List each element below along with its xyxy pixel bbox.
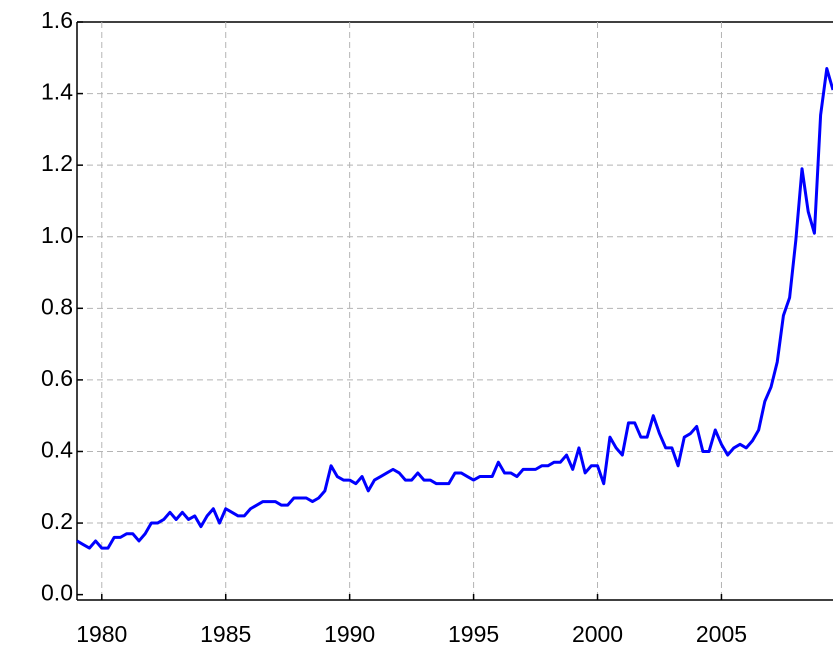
y-tick-label: 0.6 <box>41 365 73 391</box>
y-tick-label: 0.8 <box>41 293 73 319</box>
y-tick-label: 1.6 <box>41 7 73 33</box>
y-tick-label: 1.2 <box>41 150 73 176</box>
x-tick-label: 1995 <box>448 621 499 647</box>
y-tick-label: 1.4 <box>41 79 73 105</box>
x-tick-label: 2005 <box>696 621 747 647</box>
x-tick-label: 1980 <box>76 621 127 647</box>
x-tick-label: 1990 <box>324 621 375 647</box>
data-line <box>76 67 833 550</box>
y-tick-label: 0.4 <box>41 437 73 463</box>
x-tick-label: 2000 <box>572 621 623 647</box>
y-tick-label: 0.2 <box>41 508 73 534</box>
y-tick-label: 0.0 <box>41 580 73 606</box>
x-tick-label: 1985 <box>200 621 251 647</box>
y-tick-label: 1.0 <box>41 222 73 248</box>
